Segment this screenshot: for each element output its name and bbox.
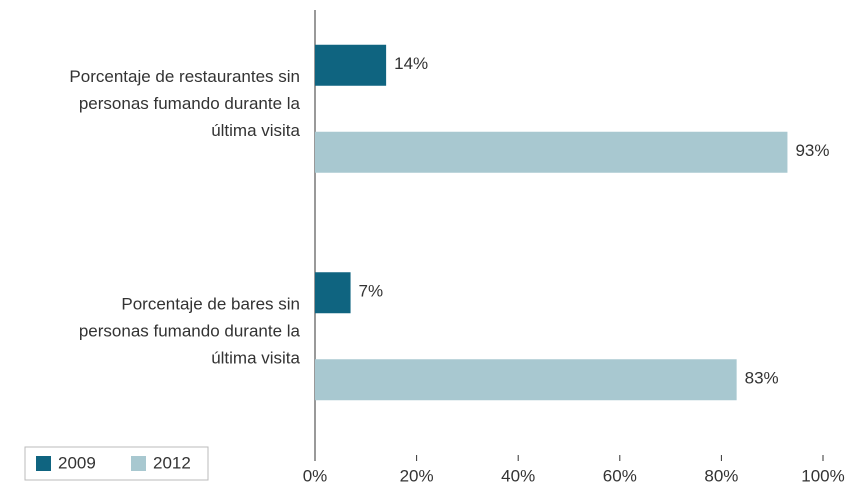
category-label: Porcentaje de bares sin personas fumando … — [79, 295, 301, 368]
x-tick-label: 20% — [400, 466, 434, 485]
value-label: 93% — [795, 141, 829, 160]
x-tick-label: 40% — [501, 466, 535, 485]
x-tick-label: 80% — [704, 466, 738, 485]
legend-swatch — [36, 456, 51, 471]
x-tick-label: 60% — [603, 466, 637, 485]
bar — [315, 44, 387, 86]
x-tick-label: 0% — [303, 466, 328, 485]
bar — [315, 359, 737, 401]
value-label: 83% — [745, 369, 779, 388]
bar — [315, 131, 788, 173]
value-label: 14% — [394, 54, 428, 73]
legend-label: 2009 — [58, 453, 96, 472]
x-tick-label: 100% — [801, 466, 844, 485]
bar — [315, 272, 351, 314]
category-label: Porcentaje de restaurantes sin personas f… — [69, 67, 300, 140]
legend-label: 2012 — [153, 453, 191, 472]
legend-box — [24, 446, 209, 481]
legend-swatch — [131, 456, 146, 471]
value-label: 7% — [359, 282, 384, 301]
